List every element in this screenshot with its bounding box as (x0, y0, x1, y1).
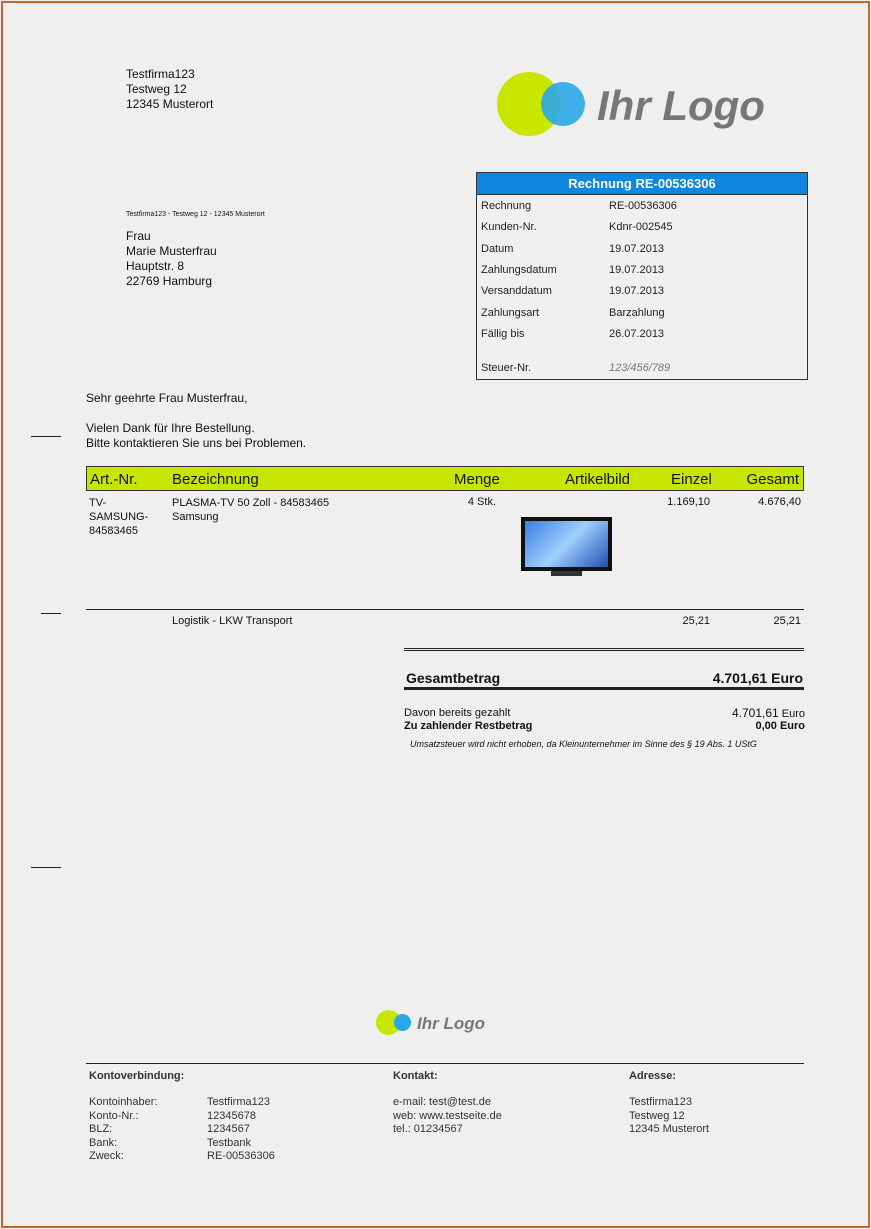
paid-amount: 4.701,61 (731, 706, 779, 720)
return-address-line: Testfirma123 - Testweg 12 - 12345 Muster… (126, 211, 265, 218)
total-amount: 4.701,61 (712, 670, 768, 686)
rest-label: Zu zahlender Restbetrag (404, 720, 533, 732)
sender-address: Testfirma123 Testweg 12 12345 Musterort (126, 67, 213, 112)
recipient-street: Hauptstr. 8 (126, 259, 185, 273)
info-row: Fällig bis 26.07.2013 (481, 328, 665, 340)
item-single-price: 25,21 (682, 615, 710, 627)
greeting: Sehr geehrte Frau Musterfrau, (86, 391, 248, 405)
recipient-address: Frau Marie Musterfrau Hauptstr. 8 22769 … (126, 229, 217, 289)
divider (404, 650, 804, 651)
item-art-nr: TV-SAMSUNG-84583465 (89, 497, 149, 537)
sender-street: Testweg 12 (126, 82, 187, 96)
info-row: Rechnung RE-00536306 (481, 200, 677, 212)
rest-amount: 0,00 (755, 720, 777, 732)
sender-city: 12345 Musterort (126, 97, 214, 111)
info-row: Versanddatum 19.07.2013 (481, 285, 665, 297)
sender-name: Testfirma123 (126, 67, 195, 81)
contact-info: e-mail: test@test.de web: www.testseite.d… (393, 1096, 502, 1135)
recipient-name: Marie Musterfrau (126, 244, 217, 258)
divider (404, 648, 804, 649)
item-single-price: 1.169,10 (667, 496, 710, 508)
logo-text: Ihr Logo (597, 82, 765, 129)
logo-text: Ihr Logo (417, 1014, 485, 1033)
table-header: Art.-Nr. Bezeichnung Menge Artikelbild E… (86, 466, 804, 491)
contact-title: Kontakt: (393, 1070, 438, 1082)
recipient-salutation: Frau (126, 229, 151, 243)
item-description: Logistik - LKW Transport (172, 615, 293, 627)
info-row: Kunden-Nr. Kdnr-002545 (481, 221, 673, 233)
row-divider (86, 609, 804, 610)
address-title: Adresse: (629, 1070, 677, 1082)
bank-title: Kontoverbindung: (89, 1070, 185, 1082)
footer-address: Testfirma123 Testweg 12 12345 Musterort (629, 1096, 710, 1135)
info-row: Zahlungsart Barzahlung (481, 307, 665, 319)
info-row: Steuer-Nr. 123/456/789 (481, 362, 671, 374)
total-currency: Euro (771, 670, 803, 686)
paid-label: Davon bereits gezahlt (404, 707, 511, 719)
invoice-title: Rechnung RE-00536306 (477, 173, 807, 195)
info-row: Datum 19.07.2013 (481, 243, 665, 255)
letter-line: Vielen Dank für Ihre Bestellung. (86, 421, 255, 435)
recipient-city: 22769 Hamburg (126, 274, 213, 288)
punch-mark (41, 613, 61, 614)
item-qty: 4 Stk. (467, 496, 496, 508)
total-label: Gesamtbetrag (406, 670, 501, 686)
tv-product-image (521, 517, 612, 577)
currency: Euro (779, 720, 805, 732)
divider (404, 687, 804, 690)
bank-labels: Kontoinhaber: Konto-Nr.: BLZ: Bank: Zweck: (89, 1096, 158, 1162)
item-total: 4.676,40 (758, 496, 801, 508)
item-description: PLASMA-TV 50 Zoll - 84583465 Samsung (172, 497, 330, 523)
item-total: 25,21 (773, 615, 801, 627)
info-row: Zahlungsdatum 19.07.2013 (481, 264, 665, 276)
invoice-info-box: Rechnung RE-00536306 Rechnung RE-00536306… (476, 172, 808, 380)
company-logo: Ihr Logo (497, 70, 787, 140)
footer-divider (86, 1063, 804, 1064)
tax-note: Umsatzsteuer wird nicht erhoben, da Klei… (410, 739, 757, 749)
fold-mark (31, 867, 61, 868)
bank-values: Testfirma123 12345678 1234567 Testbank RE-00… (207, 1096, 275, 1162)
currency: Euro (781, 708, 805, 720)
fold-mark (31, 436, 61, 437)
footer-logo: Ihr Logo (376, 1008, 496, 1038)
letter-line: Bitte kontaktieren Sie uns bei Problemen… (86, 436, 307, 450)
